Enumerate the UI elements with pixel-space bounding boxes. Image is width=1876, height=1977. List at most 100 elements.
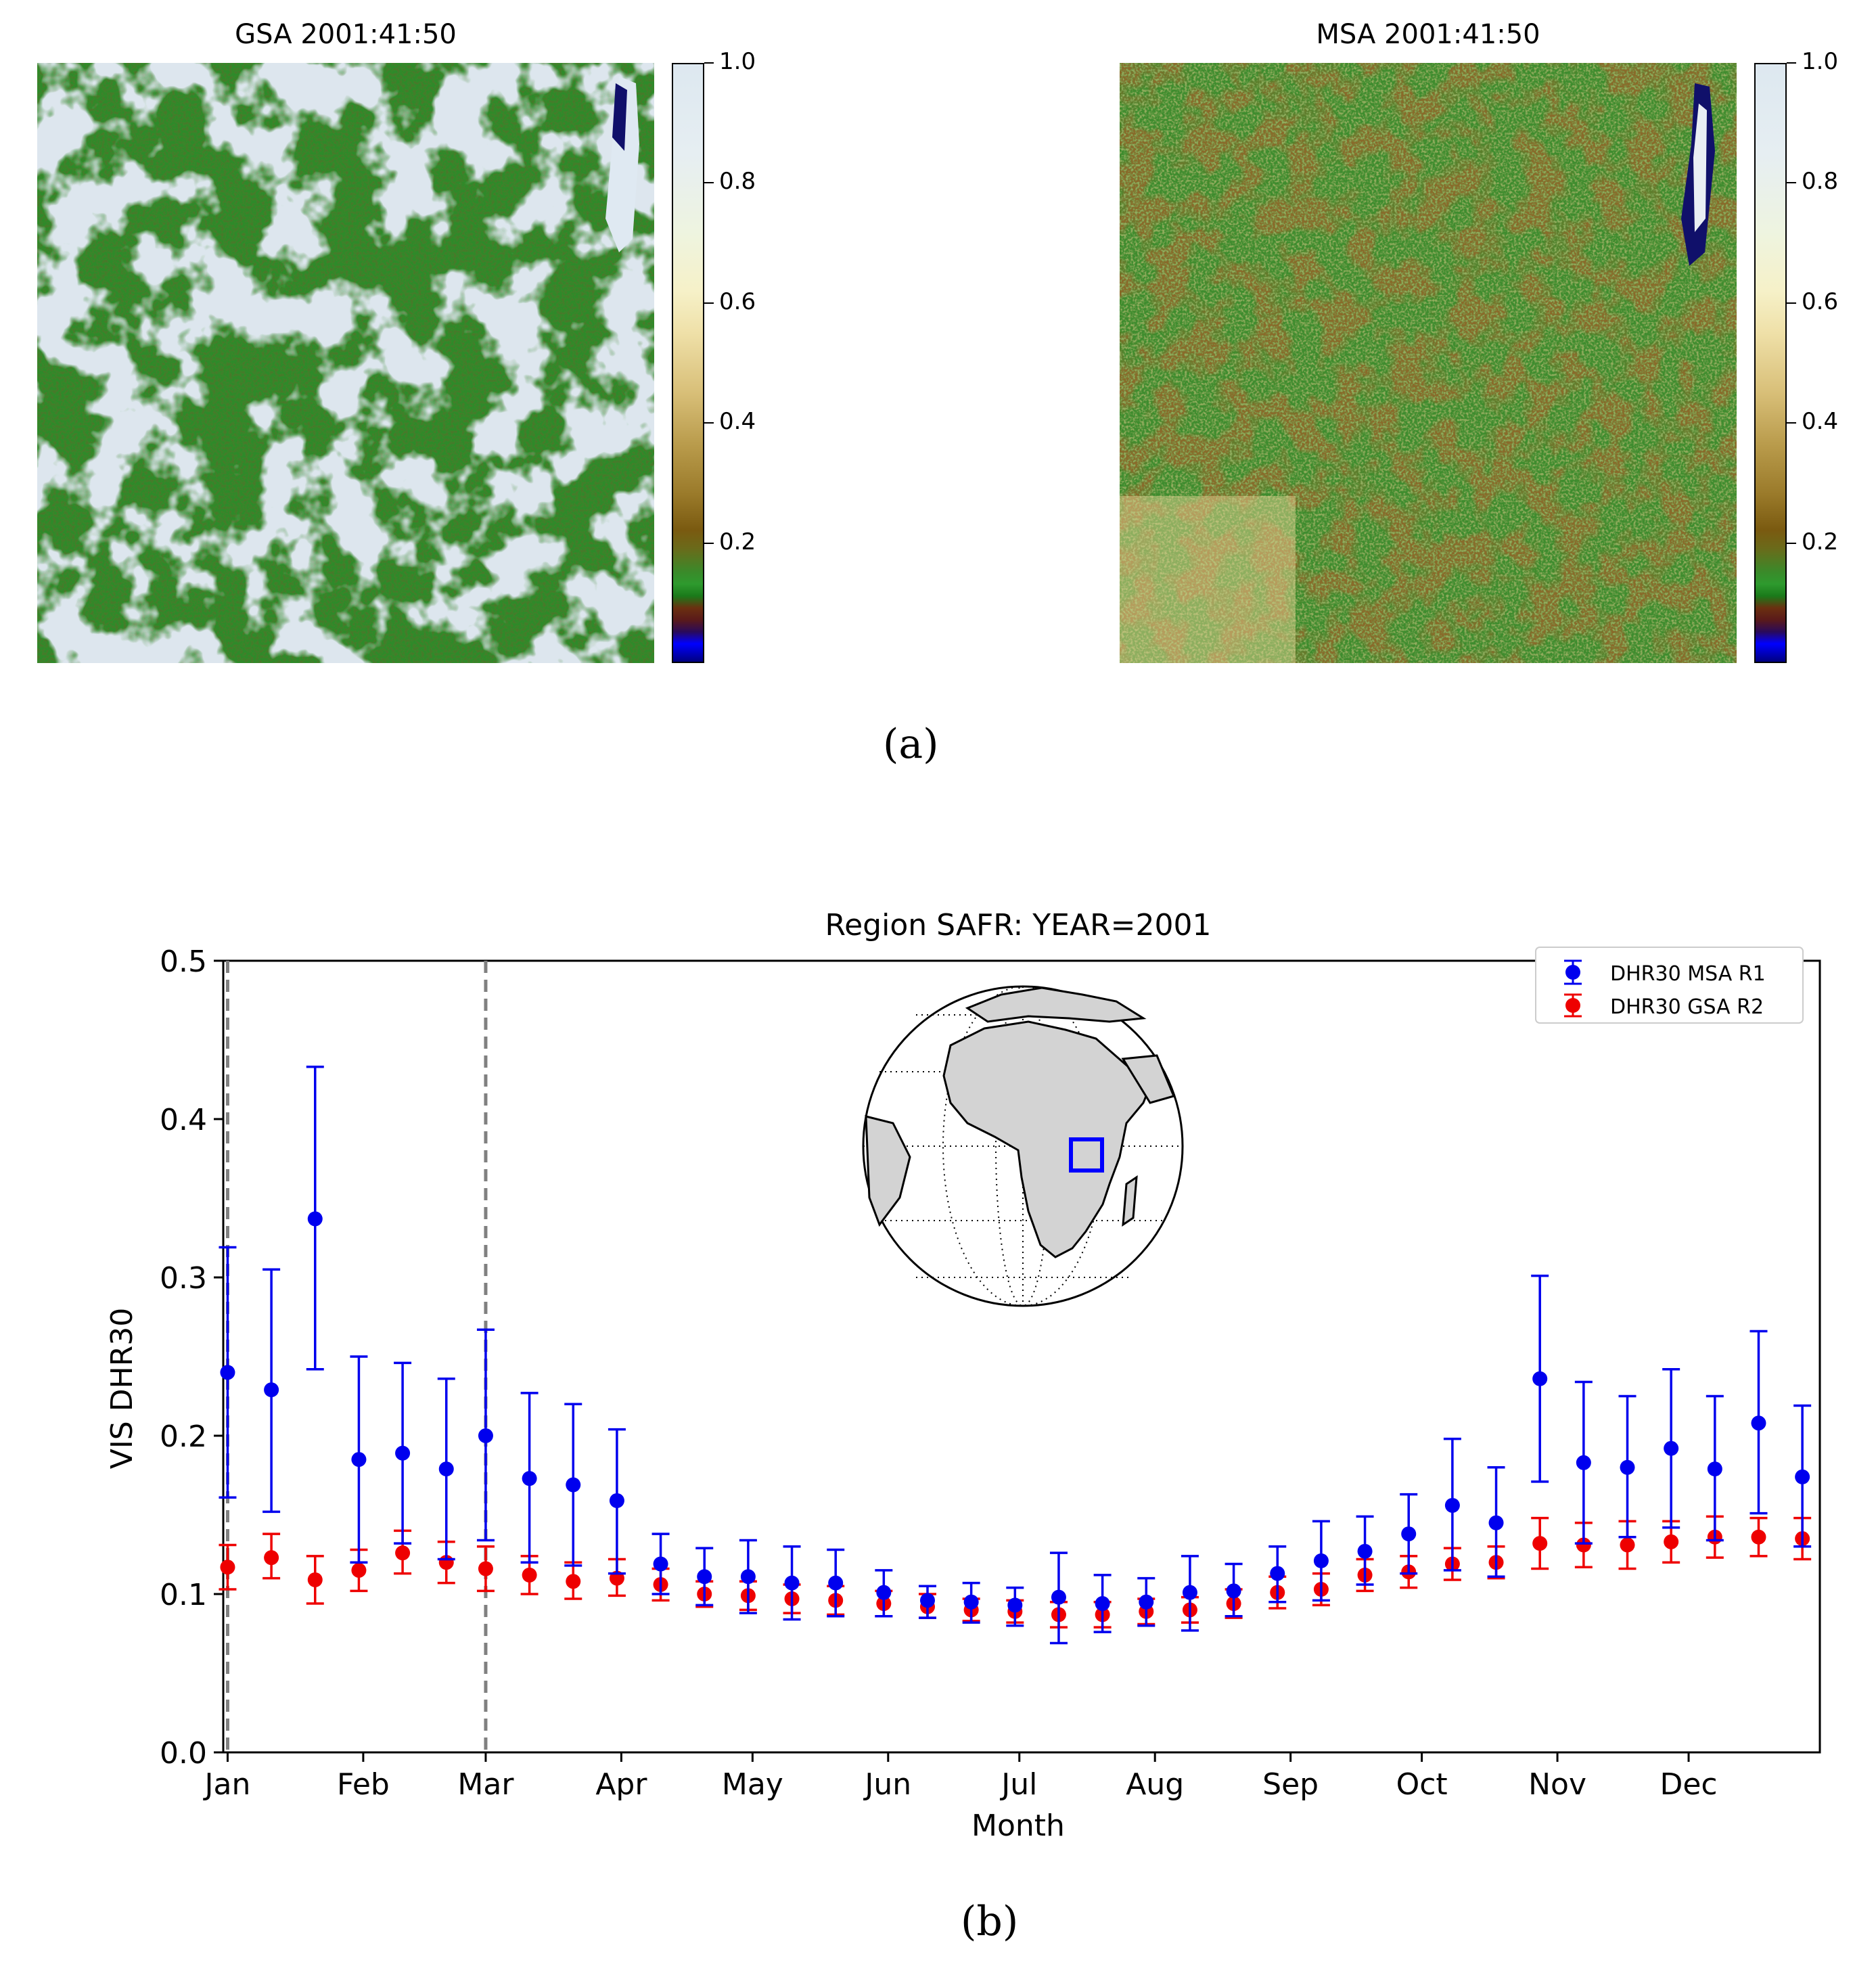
colorbar-tick-mark bbox=[1787, 302, 1796, 304]
south-america-landmass bbox=[865, 1115, 911, 1227]
colorbar-tick-label: 0.4 bbox=[1802, 408, 1839, 436]
colorbar-tick-mark bbox=[704, 182, 714, 184]
msa-data-point bbox=[1620, 1459, 1635, 1475]
colorbar-tick-mark bbox=[704, 542, 714, 544]
msa-map-title: MSA 2001:41:50 bbox=[1316, 19, 1540, 50]
colorbar-tick-label: 0.4 bbox=[719, 408, 756, 436]
msa-data-point bbox=[1488, 1515, 1504, 1530]
gsa-data-point bbox=[264, 1550, 279, 1566]
colorbar-tick-mark bbox=[1787, 542, 1796, 544]
y-axis-label: VIS DHR30 bbox=[105, 1308, 139, 1470]
x-tick-label: Feb bbox=[337, 1767, 390, 1802]
gsa-data-point bbox=[351, 1562, 367, 1578]
msa-data-point bbox=[963, 1594, 979, 1610]
y-tick-label: 0.1 bbox=[160, 1578, 207, 1612]
msa-map-image bbox=[1120, 63, 1737, 663]
msa-data-point bbox=[1707, 1461, 1722, 1477]
msa-data-point bbox=[395, 1445, 411, 1461]
msa-data-point bbox=[1007, 1597, 1023, 1613]
msa-data-point bbox=[1051, 1589, 1066, 1605]
msa-data-point bbox=[522, 1471, 537, 1486]
gsa-data-point bbox=[566, 1574, 581, 1589]
x-tick-label: Apr bbox=[595, 1767, 647, 1802]
gsa-data-point bbox=[1620, 1537, 1635, 1553]
y-tick-label: 0.2 bbox=[160, 1419, 207, 1454]
x-tick-label: Oct bbox=[1396, 1767, 1448, 1802]
msa-data-point bbox=[653, 1556, 668, 1572]
msa-data-point bbox=[1664, 1440, 1679, 1456]
msa-data-point bbox=[1139, 1594, 1154, 1610]
legend-marker-msa bbox=[1564, 959, 1582, 985]
msa-data-point bbox=[740, 1569, 756, 1585]
plot-frame bbox=[222, 959, 1821, 1754]
x-tick-label: Jun bbox=[863, 1767, 911, 1802]
gsa-data-point bbox=[1751, 1529, 1766, 1545]
msa-data-point bbox=[609, 1493, 624, 1508]
x-tick-label: Mar bbox=[457, 1767, 514, 1802]
colorbar-tick-label: 0.2 bbox=[719, 528, 756, 555]
msa-data-point bbox=[220, 1365, 235, 1380]
legend-label-msa: DHR30 MSA R1 bbox=[1610, 962, 1766, 986]
globe-inset-icon bbox=[862, 985, 1184, 1307]
msa-data-point bbox=[1270, 1566, 1285, 1581]
x-tick-label: Aug bbox=[1126, 1767, 1184, 1802]
colorbar-tick-mark bbox=[704, 422, 714, 424]
colorbar-tick-label: 1.0 bbox=[1802, 48, 1839, 75]
gsa-map-image bbox=[37, 63, 654, 663]
colorbar-tick-label: 1.0 bbox=[719, 48, 756, 75]
msa-data-point bbox=[828, 1575, 844, 1591]
gsa-colorbar bbox=[672, 63, 704, 663]
colorbar-tick-label: 0.8 bbox=[1802, 168, 1839, 196]
gsa-data-point bbox=[1576, 1537, 1591, 1553]
msa-data-point bbox=[784, 1575, 800, 1591]
msa-data-point bbox=[1313, 1553, 1329, 1568]
figure-a-label: (a) bbox=[883, 721, 939, 768]
x-tick-label: Jul bbox=[999, 1767, 1037, 1802]
msa-data-point bbox=[876, 1585, 892, 1600]
africa-landmass bbox=[942, 1020, 1151, 1258]
msa-data-point bbox=[478, 1428, 493, 1443]
x-tick-label: May bbox=[722, 1767, 783, 1802]
msa-data-point bbox=[1226, 1583, 1241, 1599]
colorbar-tick-label: 0.6 bbox=[1802, 288, 1839, 315]
msa-data-point bbox=[1576, 1455, 1591, 1470]
legend-marker-gsa bbox=[1564, 993, 1582, 1018]
msa-data-point bbox=[307, 1211, 323, 1227]
colorbar-tick-label: 0.6 bbox=[719, 288, 756, 315]
figure-b-label: (b) bbox=[961, 1898, 1019, 1945]
msa-data-point bbox=[1532, 1371, 1548, 1386]
gsa-data-point bbox=[478, 1561, 493, 1576]
msa-colorbar bbox=[1754, 63, 1787, 663]
colorbar-tick-mark bbox=[1787, 182, 1796, 184]
x-tick-label: Dec bbox=[1660, 1767, 1717, 1802]
msa-data-point bbox=[697, 1569, 712, 1585]
colorbar-tick-label: 0.8 bbox=[719, 168, 756, 196]
colorbar-tick-mark bbox=[704, 302, 714, 304]
msa-data-point bbox=[438, 1461, 454, 1477]
colorbar-tick-mark bbox=[1787, 422, 1796, 424]
y-tick-label: 0.3 bbox=[160, 1261, 207, 1296]
europe-landmass bbox=[965, 986, 1147, 1023]
x-tick-label: Sep bbox=[1262, 1767, 1319, 1802]
gsa-data-point bbox=[307, 1572, 323, 1587]
gsa-data-point bbox=[522, 1567, 537, 1583]
chart-legend: DHR30 MSA R1 DHR30 GSA R2 bbox=[1535, 947, 1804, 1024]
gsa-data-point bbox=[1664, 1534, 1679, 1549]
msa-data-point bbox=[566, 1477, 581, 1493]
madagascar-landmass bbox=[1122, 1175, 1138, 1227]
safr-region-box bbox=[1069, 1137, 1104, 1173]
msa-data-point bbox=[1444, 1497, 1460, 1513]
y-tick-label: 0.0 bbox=[160, 1736, 207, 1771]
msa-data-point bbox=[1795, 1469, 1810, 1484]
colorbar-tick-label: 0.2 bbox=[1802, 528, 1839, 555]
x-tick-label: Nov bbox=[1528, 1767, 1586, 1802]
msa-data-point bbox=[1182, 1585, 1197, 1600]
x-tick-label: Jan bbox=[203, 1767, 251, 1802]
msa-data-point bbox=[1751, 1415, 1766, 1431]
msa-data-point bbox=[351, 1452, 367, 1468]
dhr30-chart: 0.0 0.1 0.2 0.3 0.4 0.5 Jan Feb Mar Apr May Jun Jul A… bbox=[105, 908, 1821, 1843]
gsa-map-title: GSA 2001:41:50 bbox=[235, 19, 457, 50]
msa-data-point bbox=[1401, 1526, 1417, 1542]
legend-label-gsa: DHR30 GSA R2 bbox=[1610, 995, 1764, 1019]
msa-data-point bbox=[264, 1382, 279, 1398]
